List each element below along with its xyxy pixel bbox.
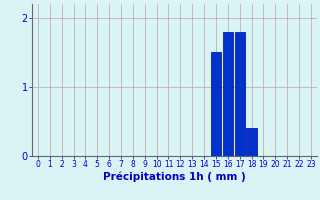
Bar xyxy=(246,128,257,156)
X-axis label: Précipitations 1h ( mm ): Précipitations 1h ( mm ) xyxy=(103,172,246,182)
Bar xyxy=(211,52,221,156)
Bar xyxy=(235,32,245,156)
Bar xyxy=(223,32,233,156)
